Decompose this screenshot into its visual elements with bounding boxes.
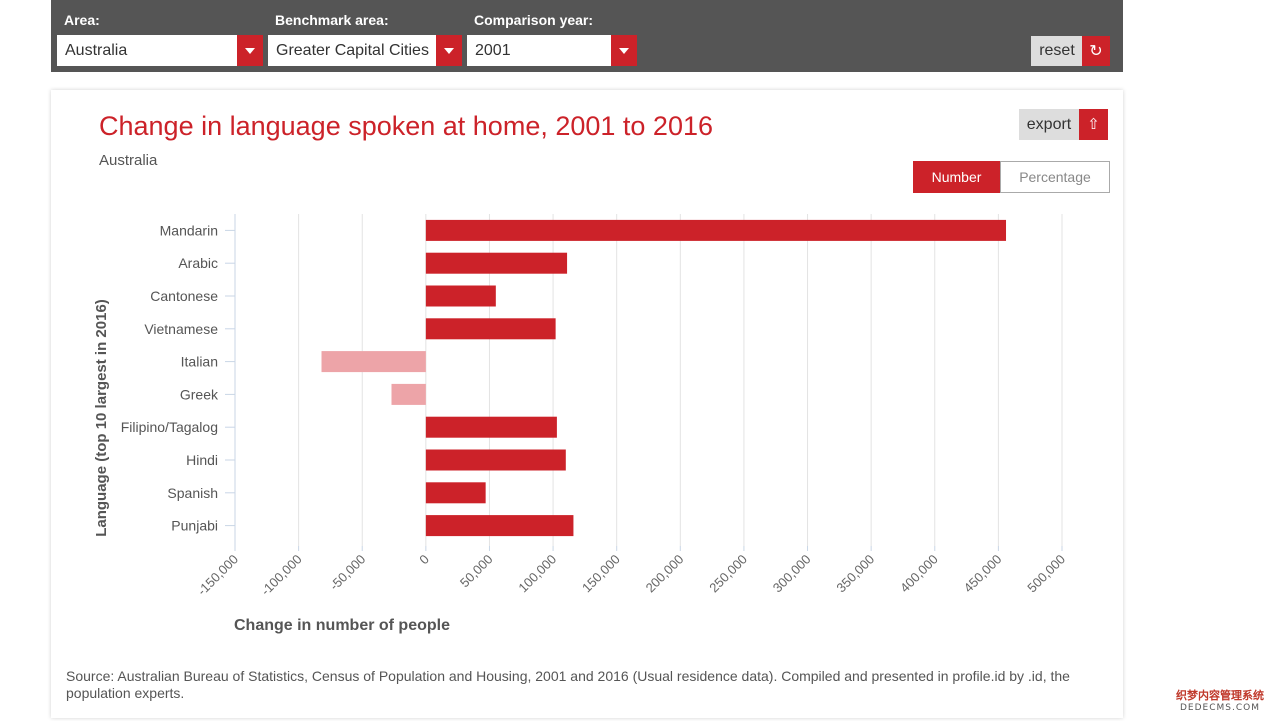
chart-card: [51, 90, 1123, 718]
source-note: Source: Australian Bureau of Statistics,…: [66, 668, 1070, 701]
chevron-down-icon[interactable]: [436, 35, 462, 66]
area-select-value: Australia: [65, 42, 128, 59]
bars: [321, 219, 1007, 537]
grid-lines: [234, 214, 1063, 546]
reset-icon[interactable]: ↻: [1082, 36, 1110, 66]
x-tick-label: 300,000: [770, 552, 814, 596]
x-tick-label: 0: [416, 552, 432, 568]
bar-italian[interactable]: [321, 351, 426, 373]
bar-punjabi[interactable]: [425, 515, 574, 537]
bar-spanish[interactable]: [425, 482, 486, 504]
x-tick-label: 250,000: [706, 552, 750, 596]
toggle-percentage-button[interactable]: Percentage: [1000, 161, 1110, 193]
export-icon[interactable]: ⇧: [1079, 109, 1108, 140]
y-category-label: Vietnamese: [144, 321, 218, 337]
x-tick-label: 450,000: [961, 552, 1005, 596]
bar-mandarin[interactable]: [425, 219, 1007, 241]
x-tick-label: 50,000: [457, 552, 496, 591]
toolbar: Area: Australia Benchmark area: Greater …: [51, 0, 1123, 72]
y-category-label: Italian: [181, 354, 218, 370]
y-category-label: Punjabi: [171, 518, 218, 534]
benchmark-select-value: Greater Capital Cities: [276, 42, 429, 59]
y-category-label: Arabic: [178, 255, 218, 271]
x-tick-label: 100,000: [515, 552, 559, 596]
reset-button[interactable]: reset: [1031, 36, 1083, 66]
x-tick-label: -150,000: [194, 552, 241, 599]
x-tick-label: 150,000: [579, 552, 623, 596]
axes: -150,000 -100,000 -50,000 0 50,000 100,000 150…: [121, 214, 1068, 598]
area-label: Area:: [64, 12, 100, 28]
watermark: 织梦内容管理系统 DEDECMS.COM: [1168, 687, 1272, 713]
chevron-down-icon[interactable]: [611, 35, 637, 66]
comparison-year-select[interactable]: 2001: [467, 35, 637, 66]
y-category-label: Mandarin: [160, 222, 218, 238]
bar-filipino-tagalog[interactable]: [425, 416, 557, 438]
x-axis-title: Change in number of people: [234, 617, 450, 634]
chart-subtitle: Australia: [99, 152, 158, 169]
y-category-label: Spanish: [167, 485, 218, 501]
x-tick-label: 200,000: [643, 552, 687, 596]
watermark-line1: 织梦内容管理系统: [1176, 689, 1264, 702]
x-tick-label: -50,000: [327, 552, 369, 594]
bar-hindi[interactable]: [425, 449, 566, 471]
bar-greek[interactable]: [391, 383, 426, 405]
y-category-label: Cantonese: [150, 288, 218, 304]
y-category-label: Hindi: [186, 452, 218, 468]
bar-arabic[interactable]: [425, 252, 568, 274]
comparison-year-label: Comparison year:: [474, 12, 594, 28]
benchmark-label: Benchmark area:: [275, 12, 389, 28]
x-tick-label: -100,000: [258, 552, 305, 599]
area-select[interactable]: Australia: [57, 35, 263, 66]
bar-cantonese[interactable]: [425, 285, 496, 307]
x-tick-label: 500,000: [1024, 552, 1068, 596]
y-axis-title: Language (top 10 largest in 2016): [93, 299, 110, 537]
watermark-line2: DEDECMS.COM: [1180, 703, 1260, 713]
x-tick-label: 400,000: [897, 552, 941, 596]
x-tick-label: 350,000: [833, 552, 877, 596]
export-button[interactable]: export: [1019, 109, 1079, 140]
y-category-label: Filipino/Tagalog: [121, 419, 218, 435]
comparison-year-value: 2001: [475, 42, 511, 59]
chevron-down-icon[interactable]: [237, 35, 263, 66]
toggle-number-button[interactable]: Number: [913, 161, 1000, 193]
bar-vietnamese[interactable]: [425, 318, 556, 340]
y-category-label: Greek: [180, 386, 219, 402]
chart-title: Change in language spoken at home, 2001 …: [99, 111, 713, 141]
benchmark-select[interactable]: Greater Capital Cities: [268, 35, 462, 66]
